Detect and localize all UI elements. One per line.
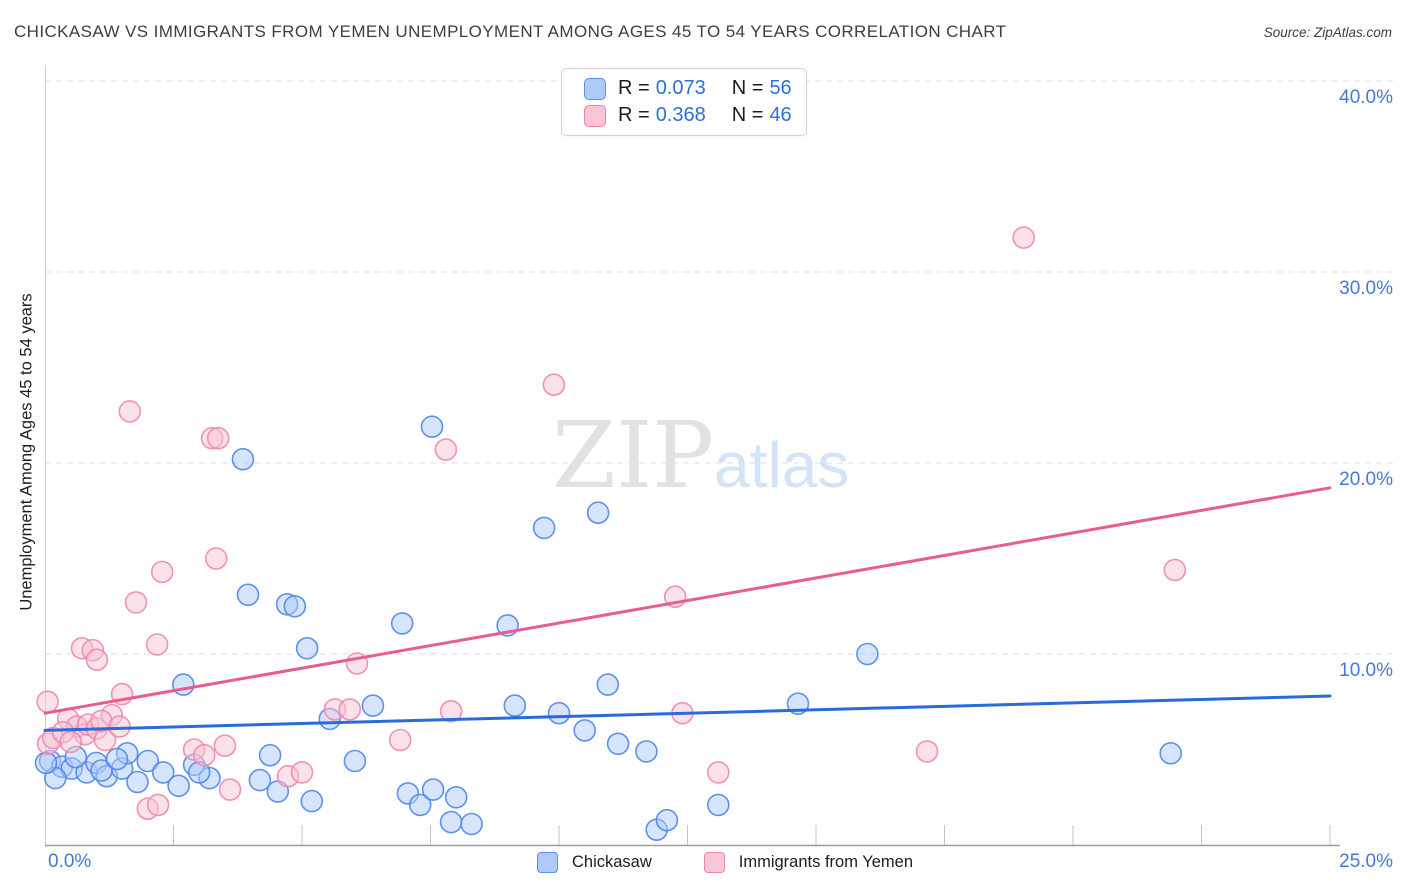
x-axis-max-label: 25.0%	[1339, 851, 1393, 872]
point-yemen	[124, 591, 148, 614]
yemen-legend-label: Immigrants from Yemen	[738, 853, 913, 871]
point-chickasaw	[655, 808, 679, 832]
point-chickasaw	[343, 749, 367, 773]
trend-line-chickasaw	[43, 694, 1332, 732]
point-yemen	[439, 699, 463, 723]
point-chickasaw	[90, 759, 113, 782]
r-value: 0.368	[655, 104, 706, 126]
point-chickasaw	[34, 751, 58, 775]
watermark: ZIPatlas	[552, 402, 849, 509]
point-yemen	[1163, 558, 1187, 582]
point-chickasaw	[151, 761, 175, 784]
point-chickasaw	[105, 747, 129, 771]
point-chickasaw	[126, 770, 149, 794]
n-label: N =	[731, 77, 764, 99]
point-yemen	[118, 400, 142, 423]
legend-row-yemen: R = 0.368 N = 46	[584, 104, 792, 127]
yemen-swatch-icon	[584, 104, 606, 127]
point-yemen	[434, 438, 458, 461]
point-yemen	[146, 793, 170, 817]
correlation-legend: R = 0.073 N = 56 R = 0.368 N = 46	[561, 68, 807, 136]
point-yemen	[338, 698, 362, 721]
point-chickasaw	[300, 789, 324, 813]
point-yemen	[1012, 226, 1036, 249]
point-chickasaw	[167, 774, 190, 798]
point-chickasaw	[635, 740, 658, 763]
legend-row-chickasaw: R = 0.073 N = 56	[584, 77, 792, 100]
point-yemen	[59, 730, 82, 754]
point-yemen	[193, 743, 216, 767]
point-chickasaw	[236, 583, 260, 607]
x-axis-min-label: 0.0%	[48, 851, 92, 872]
r-value: 0.073	[655, 77, 706, 99]
point-yemen	[108, 715, 131, 738]
point-chickasaw	[856, 642, 879, 666]
point-yemen	[145, 633, 169, 656]
point-chickasaw	[444, 785, 468, 809]
n-value: 56	[769, 77, 792, 99]
y-tick-label-20pct: 20.0%	[1339, 469, 1393, 490]
point-chickasaw	[361, 694, 385, 717]
chickasaw-swatch-icon	[584, 77, 606, 100]
point-yemen	[206, 426, 230, 450]
point-chickasaw	[408, 793, 432, 817]
point-chickasaw	[172, 673, 195, 696]
point-chickasaw	[532, 516, 556, 540]
point-chickasaw	[136, 749, 160, 773]
point-chickasaw	[503, 694, 527, 717]
point-chickasaw	[390, 612, 414, 635]
point-chickasaw	[295, 636, 319, 660]
series-legend: Chickasaw Immigrants from Yemen	[22, 852, 1406, 873]
point-yemen	[36, 690, 59, 714]
y-tick-label-10pct: 10.0%	[1339, 660, 1393, 681]
source-attribution: Source: ZipAtlas.com	[1263, 25, 1392, 40]
point-yemen	[218, 778, 242, 801]
point-chickasaw	[421, 778, 445, 801]
point-chickasaw	[596, 673, 620, 696]
point-chickasaw	[231, 447, 255, 471]
r-label: R =	[618, 104, 650, 126]
point-chickasaw	[547, 701, 571, 725]
point-chickasaw	[439, 810, 463, 834]
point-chickasaw	[706, 793, 730, 817]
point-yemen	[706, 761, 730, 784]
r-label: R =	[618, 77, 650, 99]
point-yemen	[85, 648, 109, 672]
chickasaw-legend-label: Chickasaw	[571, 853, 652, 871]
point-chickasaw	[1159, 741, 1182, 765]
y-tick-label-30pct: 30.0%	[1339, 278, 1393, 299]
point-yemen	[204, 547, 228, 570]
point-chickasaw	[573, 719, 597, 742]
point-chickasaw	[460, 812, 483, 836]
page-title: CHICKASAW VS IMMIGRANTS FROM YEMEN UNEMP…	[14, 22, 1007, 41]
y-tick-label-40pct: 40.0%	[1339, 87, 1393, 108]
point-yemen	[290, 761, 314, 784]
y-axis-title: Unemployment Among Ages 45 to 54 years	[17, 293, 36, 611]
point-yemen	[388, 728, 412, 752]
point-chickasaw	[586, 501, 610, 525]
trend-line-yemen	[43, 486, 1332, 715]
point-yemen	[542, 373, 566, 397]
point-chickasaw	[420, 415, 444, 439]
chickasaw-legend-swatch-icon	[536, 852, 558, 873]
point-chickasaw	[283, 594, 307, 618]
point-yemen	[915, 740, 939, 763]
point-chickasaw	[248, 768, 272, 792]
n-value: 46	[769, 104, 792, 126]
point-chickasaw	[606, 732, 630, 756]
point-yemen	[150, 560, 174, 584]
yemen-legend-swatch-icon	[703, 852, 725, 873]
point-yemen	[213, 734, 237, 758]
n-label: N =	[731, 104, 764, 126]
point-chickasaw	[258, 743, 282, 767]
